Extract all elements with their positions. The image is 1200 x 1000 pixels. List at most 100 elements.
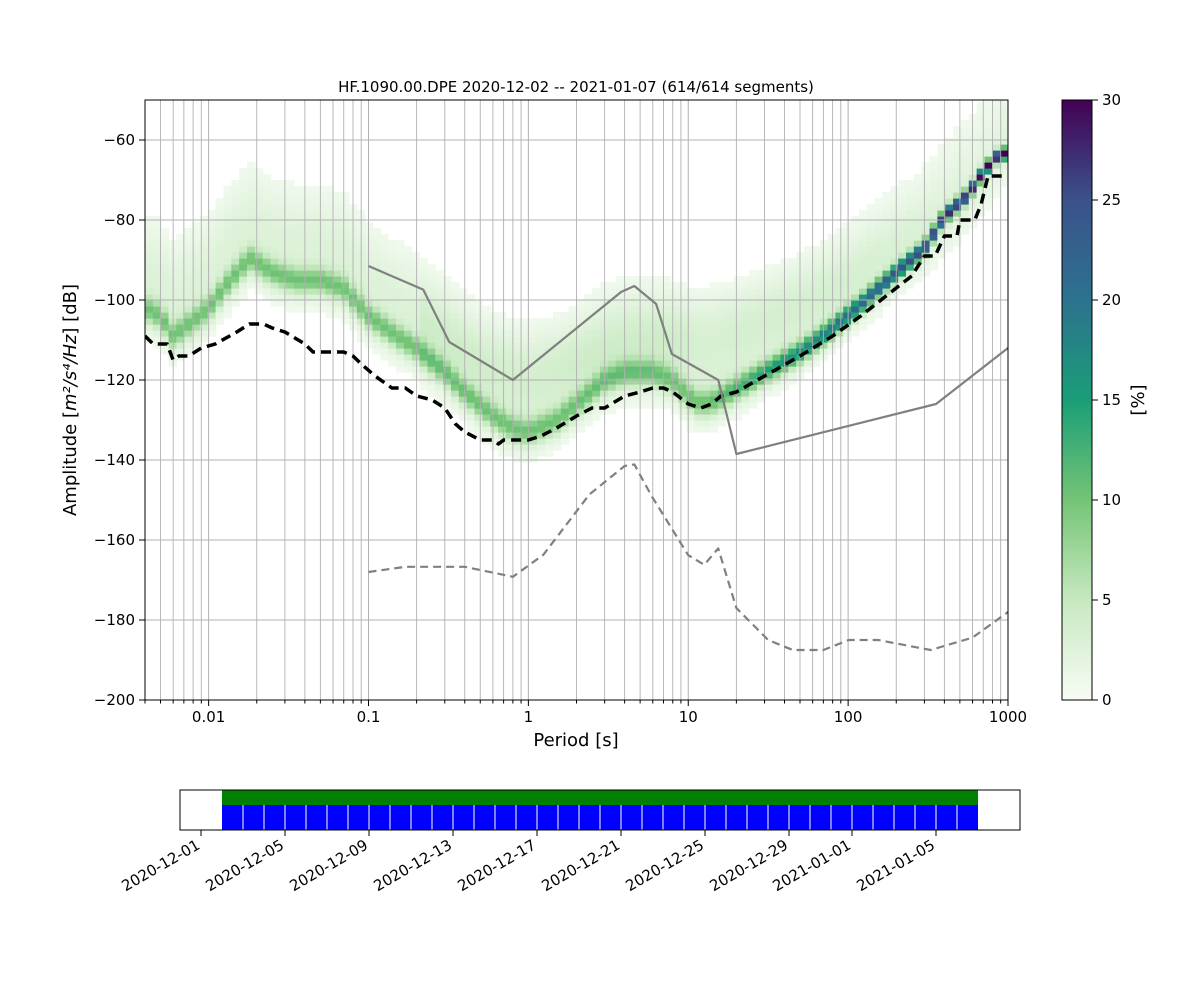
heatmap-cell xyxy=(450,312,460,319)
heatmap-cell xyxy=(560,336,570,343)
heatmap-cell xyxy=(764,390,774,397)
heatmap-cell xyxy=(152,318,162,325)
heatmap-cell xyxy=(654,288,664,295)
heatmap-cell xyxy=(733,336,742,343)
heatmap-cell xyxy=(835,312,844,319)
heatmap-cell xyxy=(474,420,483,427)
heatmap-cell xyxy=(968,114,978,121)
heatmap-cell xyxy=(654,324,664,331)
heatmap-cell xyxy=(960,162,970,169)
heatmap-cell xyxy=(443,360,452,367)
heatmap-cell xyxy=(851,270,860,277)
heatmap-cell xyxy=(968,168,978,175)
heatmap-cell xyxy=(372,342,381,349)
heatmap-cell xyxy=(215,240,225,247)
heatmap-cell xyxy=(890,204,899,211)
heatmap-cell xyxy=(529,444,538,451)
heatmap-cell xyxy=(239,204,248,211)
heatmap-cell xyxy=(325,282,334,289)
heatmap-cell xyxy=(529,426,538,433)
heatmap-cell xyxy=(992,102,1001,109)
timeline-tick-label: 2020-12-13 xyxy=(370,836,455,895)
heatmap-cell xyxy=(1000,102,1008,109)
heatmap-cell xyxy=(294,282,303,289)
heatmap-cell xyxy=(804,354,813,361)
y-tick-label: −80 xyxy=(103,211,135,229)
heatmap-cell xyxy=(513,402,523,409)
heatmap-cell xyxy=(686,366,695,373)
heatmap-cell xyxy=(545,414,554,421)
heatmap-cell xyxy=(804,282,813,289)
heatmap-cell xyxy=(945,198,954,205)
heatmap-cell xyxy=(309,216,319,223)
heatmap-cell xyxy=(647,336,656,343)
heatmap-cell xyxy=(804,342,813,349)
heatmap-cell xyxy=(623,354,633,361)
heatmap-cell xyxy=(686,294,695,301)
heatmap-cell xyxy=(552,372,562,379)
heatmap-cell xyxy=(458,354,468,361)
heatmap-cell xyxy=(866,258,876,265)
heatmap-cell xyxy=(929,156,938,163)
heatmap-cell xyxy=(709,306,719,313)
heatmap-cell xyxy=(262,180,272,187)
heatmap-cell xyxy=(945,216,954,223)
heatmap-cell xyxy=(396,336,405,343)
heatmap-cell xyxy=(992,100,1001,103)
heatmap-cell xyxy=(686,390,695,397)
heatmap-cell xyxy=(262,228,272,235)
heatmap-cell xyxy=(647,330,656,337)
heatmap-cell xyxy=(568,354,578,361)
heatmap-cell xyxy=(231,276,240,283)
heatmap-cell xyxy=(239,294,248,301)
heatmap-cell xyxy=(262,186,272,193)
heatmap-cell xyxy=(145,294,154,301)
heatmap-cell xyxy=(239,180,248,187)
heatmap-cell xyxy=(968,126,978,133)
heatmap-cell xyxy=(278,300,287,307)
heatmap-cell xyxy=(835,240,844,247)
heatmap-cell xyxy=(537,396,546,403)
heatmap-cell xyxy=(1000,108,1008,115)
heatmap-cell xyxy=(435,288,444,295)
heatmap-cell xyxy=(976,108,986,115)
heatmap-cell xyxy=(521,396,531,403)
heatmap-cell xyxy=(913,258,923,265)
heatmap-cell xyxy=(921,228,931,235)
heatmap-cell xyxy=(827,294,836,301)
heatmap-cell xyxy=(772,360,782,367)
heatmap-cell xyxy=(568,426,578,433)
heatmap-cell xyxy=(749,288,758,295)
heatmap-cell xyxy=(160,276,170,283)
heatmap-cell xyxy=(403,264,413,271)
heatmap-cell xyxy=(317,276,327,283)
heatmap-cell xyxy=(545,402,554,409)
heatmap-cell xyxy=(741,360,750,367)
heatmap-cell xyxy=(286,258,295,265)
heatmap-cell xyxy=(709,420,719,427)
heatmap-cell xyxy=(835,300,844,307)
heatmap-cell xyxy=(529,330,538,337)
heatmap-cell xyxy=(403,294,413,301)
heatmap-cell xyxy=(764,318,774,325)
heatmap-cell xyxy=(176,276,185,283)
heatmap-cell xyxy=(443,348,452,355)
heatmap-cell xyxy=(545,330,554,337)
heatmap-cell xyxy=(890,186,899,193)
heatmap-cell xyxy=(741,330,750,337)
heatmap-cell xyxy=(427,288,436,295)
heatmap-cell xyxy=(749,336,758,343)
heatmap-cell xyxy=(804,246,813,253)
heatmap-cell xyxy=(309,264,319,271)
heatmap-cell xyxy=(537,366,546,373)
heatmap-cell xyxy=(545,378,554,385)
heatmap-cell xyxy=(545,444,554,451)
heatmap-cell xyxy=(827,246,836,253)
heatmap-cell xyxy=(937,156,946,163)
heatmap-cell xyxy=(176,282,185,289)
heatmap-cell xyxy=(953,162,962,169)
heatmap-cell xyxy=(615,306,625,313)
heatmap-cell xyxy=(396,330,405,337)
heatmap-cell xyxy=(207,306,217,313)
heatmap-cell xyxy=(968,156,978,163)
